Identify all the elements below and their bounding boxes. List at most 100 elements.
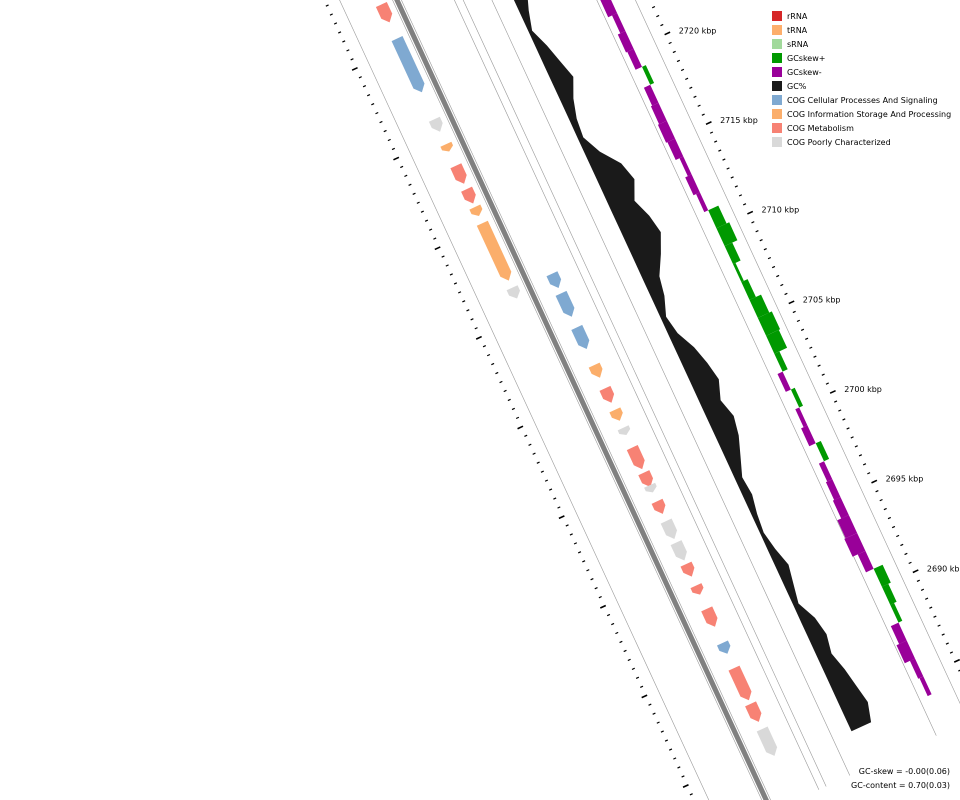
tick-label-2690: 2690 kbp bbox=[927, 564, 960, 573]
inner-minor-tick bbox=[553, 497, 557, 500]
gc-skew-bar-26 bbox=[733, 262, 744, 282]
legend-swatch bbox=[772, 123, 782, 133]
minor-tick bbox=[833, 400, 838, 403]
inner-minor-tick bbox=[528, 443, 532, 446]
cog-feature-track bbox=[375, 2, 778, 756]
inner-minor-tick bbox=[457, 291, 462, 294]
cog-feature-24 bbox=[690, 583, 704, 595]
gc-skew-bar-32 bbox=[777, 371, 791, 392]
inner-minor-tick bbox=[499, 380, 503, 384]
inner-minor-tick bbox=[611, 622, 615, 626]
cog-feature-29 bbox=[756, 726, 778, 756]
inner-minor-tick bbox=[333, 22, 338, 25]
minor-tick bbox=[734, 185, 738, 188]
major-tick bbox=[664, 31, 671, 36]
major-tick bbox=[953, 658, 960, 663]
gc-skew-bar-20 bbox=[679, 156, 692, 177]
cog-feature-12 bbox=[546, 271, 562, 288]
cog-feature-3 bbox=[375, 2, 393, 23]
inner-minor-tick bbox=[449, 273, 453, 276]
inner-minor-tick bbox=[673, 757, 677, 760]
inner-minor-tick bbox=[429, 228, 433, 231]
minor-tick bbox=[821, 373, 825, 376]
minor-tick bbox=[925, 597, 929, 600]
minor-tick bbox=[842, 418, 846, 421]
minor-tick bbox=[689, 86, 693, 89]
minor-tick bbox=[916, 579, 920, 582]
cog-feature-13 bbox=[555, 290, 575, 317]
minor-tick bbox=[817, 364, 821, 367]
cog-feature-27 bbox=[728, 665, 752, 701]
inner-minor-tick bbox=[524, 434, 528, 437]
inner-minor-tick bbox=[631, 667, 635, 671]
inner-minor-tick bbox=[544, 479, 549, 482]
inner-minor-tick bbox=[375, 111, 379, 115]
inner-minor-tick bbox=[681, 775, 685, 778]
legend-swatch bbox=[772, 11, 782, 21]
gc-skew-bar-45 bbox=[890, 602, 903, 623]
legend-item: sRNA bbox=[772, 37, 951, 51]
minor-tick bbox=[937, 624, 941, 627]
cog-feature-15 bbox=[588, 362, 603, 378]
tick-label-2720: 2720 kbp bbox=[679, 27, 717, 36]
cog-feature-9 bbox=[469, 204, 483, 216]
cog-feature-14 bbox=[571, 324, 590, 349]
minor-tick bbox=[800, 328, 805, 332]
inner-minor-tick bbox=[325, 4, 329, 7]
gc-skew-bar-13 bbox=[617, 31, 634, 53]
minor-tick bbox=[867, 472, 871, 475]
cog-feature-26 bbox=[717, 640, 731, 654]
gc-content-stat: GC-content = 0.70(0.03) bbox=[851, 781, 950, 790]
track-ring-line-5 bbox=[491, 0, 851, 776]
inner-minor-tick bbox=[445, 264, 449, 267]
inner-minor-tick bbox=[470, 318, 474, 321]
gc-skew-bar-27 bbox=[741, 279, 756, 300]
gc-skew-bar-18 bbox=[657, 120, 676, 143]
inner-minor-tick bbox=[660, 730, 664, 733]
gc-skew-bar-16 bbox=[643, 84, 659, 106]
inner-minor-tick bbox=[652, 712, 656, 715]
gc-skew-bar-12 bbox=[612, 13, 626, 34]
inner-minor-tick bbox=[383, 129, 387, 133]
track-ring-line-1 bbox=[392, 0, 763, 800]
cog-feature-20 bbox=[651, 498, 666, 514]
minor-tick bbox=[838, 409, 842, 412]
cog-feature-10 bbox=[476, 220, 512, 281]
minor-tick bbox=[685, 77, 689, 81]
gc-skew-bar-14 bbox=[627, 48, 642, 70]
minor-tick bbox=[792, 310, 796, 314]
cog-feature-7 bbox=[450, 163, 467, 184]
inner-minor-tick bbox=[491, 362, 495, 366]
inner-major-tick bbox=[599, 604, 607, 609]
gc-skew-bar-24 bbox=[716, 222, 738, 247]
gc-skew-bar-21 bbox=[685, 174, 700, 196]
minor-tick bbox=[929, 606, 933, 609]
cog-feature-28 bbox=[745, 701, 762, 722]
track-ring-line-7 bbox=[635, 0, 960, 705]
inner-minor-tick bbox=[677, 766, 681, 769]
major-tick bbox=[829, 389, 836, 394]
inner-minor-tick bbox=[590, 578, 594, 581]
minor-tick bbox=[825, 382, 829, 385]
inner-minor-tick bbox=[404, 174, 408, 178]
cog-feature-8 bbox=[461, 186, 476, 204]
minor-tick bbox=[697, 104, 701, 107]
inner-minor-tick bbox=[507, 398, 511, 402]
cog-feature-6 bbox=[440, 141, 453, 152]
minor-tick bbox=[718, 149, 722, 152]
cog-feature-4 bbox=[391, 36, 425, 93]
cog-feature-31 bbox=[644, 482, 657, 493]
inner-minor-tick bbox=[329, 13, 333, 16]
minor-tick bbox=[796, 319, 800, 323]
minor-tick bbox=[701, 113, 705, 116]
inner-minor-tick bbox=[540, 470, 544, 473]
minor-tick bbox=[945, 642, 949, 645]
minor-tick bbox=[784, 292, 788, 296]
minor-tick bbox=[813, 355, 817, 358]
cog-feature-18 bbox=[626, 445, 645, 470]
inner-minor-tick bbox=[548, 488, 553, 491]
minor-tick bbox=[941, 633, 945, 636]
inner-minor-tick bbox=[366, 94, 371, 97]
inner-minor-tick bbox=[515, 416, 520, 420]
legend-swatch bbox=[772, 39, 782, 49]
